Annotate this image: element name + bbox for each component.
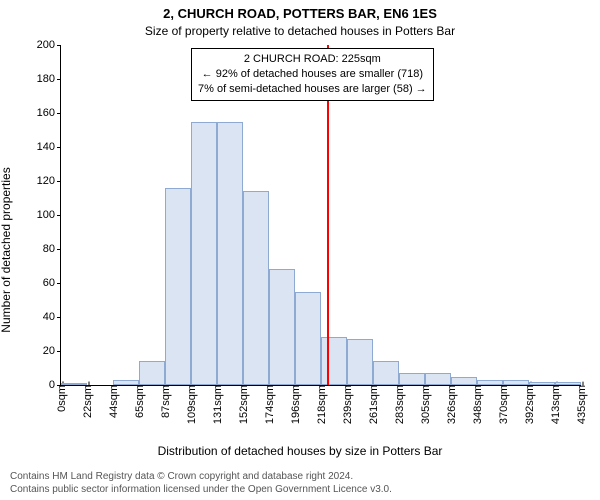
histogram-bar bbox=[425, 373, 451, 385]
histogram-bar bbox=[113, 380, 139, 385]
x-tick: 65sqm bbox=[132, 385, 146, 418]
x-tick: 22sqm bbox=[80, 385, 94, 418]
x-tick: 392sqm bbox=[522, 385, 536, 424]
annotation-box: 2 CHURCH ROAD: 225sqm← 92% of detached h… bbox=[191, 48, 434, 101]
x-tick: 218sqm bbox=[314, 385, 328, 424]
x-tick: 87sqm bbox=[158, 385, 172, 418]
x-tick: 413sqm bbox=[548, 385, 562, 424]
y-tick: 80 bbox=[43, 243, 61, 255]
histogram-bar bbox=[61, 383, 87, 385]
x-tick: 109sqm bbox=[184, 385, 198, 424]
x-tick: 0sqm bbox=[54, 385, 68, 412]
y-tick: 40 bbox=[43, 311, 61, 323]
histogram-bar bbox=[451, 377, 477, 386]
x-tick: 261sqm bbox=[366, 385, 380, 424]
histogram-bar bbox=[555, 382, 581, 385]
annotation-line: 7% of semi-detached houses are larger (5… bbox=[198, 82, 427, 97]
x-tick: 196sqm bbox=[288, 385, 302, 424]
histogram-bar bbox=[191, 122, 217, 386]
footer-line-2: Contains public sector information licen… bbox=[10, 484, 392, 497]
x-tick: 174sqm bbox=[262, 385, 276, 424]
annotation-line: ← 92% of detached houses are smaller (71… bbox=[198, 67, 427, 82]
chart-container: 2, CHURCH ROAD, POTTERS BAR, EN6 1ES Siz… bbox=[0, 0, 600, 500]
x-tick: 239sqm bbox=[340, 385, 354, 424]
x-tick: 283sqm bbox=[392, 385, 406, 424]
y-tick: 180 bbox=[37, 73, 61, 85]
histogram-bar bbox=[295, 292, 321, 386]
annotation-line: 2 CHURCH ROAD: 225sqm bbox=[198, 52, 427, 67]
y-tick: 200 bbox=[37, 39, 61, 51]
chart-title: 2, CHURCH ROAD, POTTERS BAR, EN6 1ES bbox=[0, 6, 600, 21]
x-tick: 370sqm bbox=[496, 385, 510, 424]
chart-subtitle: Size of property relative to detached ho… bbox=[0, 24, 600, 38]
x-tick: 131sqm bbox=[210, 385, 224, 424]
footer-line-1: Contains HM Land Registry data © Crown c… bbox=[10, 471, 392, 484]
histogram-bar bbox=[399, 373, 425, 385]
histogram-bar bbox=[269, 269, 295, 385]
x-tick: 44sqm bbox=[106, 385, 120, 418]
x-tick: 305sqm bbox=[418, 385, 432, 424]
histogram-bar bbox=[529, 382, 555, 385]
histogram-bar bbox=[243, 191, 269, 385]
y-tick: 20 bbox=[43, 345, 61, 357]
x-axis-label: Distribution of detached houses by size … bbox=[0, 444, 600, 458]
x-tick: 435sqm bbox=[574, 385, 588, 424]
histogram-bar bbox=[321, 337, 347, 385]
x-tick: 326sqm bbox=[444, 385, 458, 424]
histogram-bar bbox=[477, 380, 503, 385]
y-tick: 100 bbox=[37, 209, 61, 221]
plot-area: 0204060801001201401601802000sqm22sqm44sq… bbox=[60, 45, 581, 386]
histogram-bar bbox=[347, 339, 373, 385]
histogram-bar bbox=[139, 361, 165, 385]
x-tick: 152sqm bbox=[236, 385, 250, 424]
y-tick: 60 bbox=[43, 277, 61, 289]
y-tick: 140 bbox=[37, 141, 61, 153]
histogram-bar bbox=[373, 361, 399, 385]
histogram-bar bbox=[217, 122, 243, 386]
footer: Contains HM Land Registry data © Crown c… bbox=[10, 471, 392, 496]
y-tick: 120 bbox=[37, 175, 61, 187]
histogram-bar bbox=[165, 188, 191, 385]
x-tick: 348sqm bbox=[470, 385, 484, 424]
histogram-bar bbox=[503, 380, 529, 385]
y-tick: 160 bbox=[37, 107, 61, 119]
